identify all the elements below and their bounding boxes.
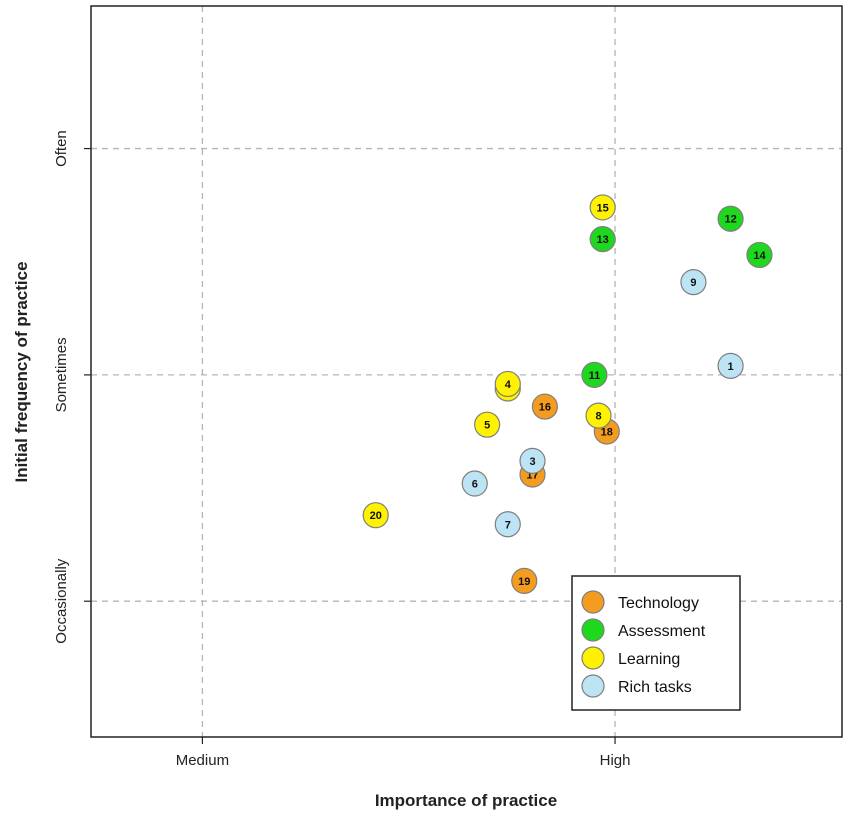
point-label: 14 <box>753 250 766 262</box>
point-marker <box>362 502 389 529</box>
point-label: 12 <box>724 214 736 226</box>
legend-swatch <box>581 674 605 698</box>
point-marker <box>519 447 546 474</box>
y-axis-title: Initial frequency of practice <box>12 261 31 482</box>
data-point: 16 <box>531 393 559 420</box>
x-tick-label: Medium <box>176 752 229 769</box>
y-tick-label: Often <box>53 130 70 167</box>
data-point: 7 <box>494 511 521 538</box>
point-marker <box>589 194 616 221</box>
point-label: 6 <box>472 479 478 491</box>
y-tick-label: Sometimes <box>53 337 70 412</box>
point-marker <box>494 511 521 538</box>
point-label: 7 <box>505 519 511 531</box>
legend: Technology Assessment Learning Rich tasks <box>571 575 741 711</box>
data-point: 20 <box>362 502 389 529</box>
point-label: 13 <box>597 234 609 246</box>
legend-label: Rich tasks <box>618 679 692 696</box>
point-marker <box>746 241 773 269</box>
legend-label: Assessment <box>618 623 706 640</box>
legend-label: Learning <box>618 651 680 668</box>
point-label: 16 <box>539 402 551 414</box>
point-label: 20 <box>370 510 382 522</box>
y-axis: Occasionally Sometimes Often <box>53 130 91 644</box>
point-label: 9 <box>690 277 696 289</box>
point-label: 18 <box>601 426 613 438</box>
legend-swatch <box>581 618 605 642</box>
point-label: 8 <box>595 411 601 423</box>
data-point: 3 <box>519 447 546 474</box>
point-marker <box>531 393 559 420</box>
legend-swatch <box>581 590 605 614</box>
y-tick-label: Occasionally <box>53 558 70 644</box>
point-label: 19 <box>518 576 530 588</box>
legend-label: Technology <box>618 595 699 612</box>
x-axis-title: Importance of practice <box>375 791 557 810</box>
data-point: 12 <box>717 205 744 232</box>
point-label: 5 <box>484 420 490 432</box>
legend-item: Technology <box>581 590 699 614</box>
point-marker <box>511 567 538 594</box>
data-point: 15 <box>589 194 616 221</box>
data-point: 19 <box>511 567 538 594</box>
grid-lines <box>91 6 842 737</box>
data-point: 1 <box>717 352 744 379</box>
point-marker <box>474 411 501 438</box>
point-label: 15 <box>597 202 609 214</box>
data-point: 13 <box>589 226 616 253</box>
point-marker <box>494 370 521 398</box>
plot-frame <box>90 5 843 738</box>
data-point: 14 <box>746 241 773 269</box>
point-label: 4 <box>505 379 512 391</box>
data-point: 8 <box>585 402 612 429</box>
legend-item: Assessment <box>581 618 706 642</box>
series-assessment: 11 12 13 14 <box>581 205 773 388</box>
data-points: 16171819111213142458152013679 <box>362 194 773 594</box>
legend-item: Rich tasks <box>581 674 692 698</box>
x-tick-label: High <box>600 752 631 769</box>
point-label: 3 <box>529 456 535 468</box>
legend-swatch <box>581 646 605 670</box>
legend-item: Learning <box>581 646 680 670</box>
point-label: 1 <box>728 361 734 373</box>
point-marker <box>717 205 744 232</box>
data-point: 11 <box>581 361 608 388</box>
point-label: 11 <box>589 370 601 382</box>
x-axis: Medium High <box>176 737 631 769</box>
data-point: 6 <box>461 470 488 497</box>
point-marker <box>581 361 608 388</box>
point-marker <box>585 402 612 429</box>
series-rich-tasks: 1 3 6 7 9 <box>461 269 744 538</box>
data-point: 4 <box>494 370 521 398</box>
point-marker <box>589 226 616 253</box>
point-marker <box>680 269 707 296</box>
point-marker <box>461 470 488 497</box>
data-point: 9 <box>680 269 707 296</box>
point-marker <box>717 352 744 379</box>
data-point: 5 <box>474 411 501 438</box>
series-learning: 24581520 <box>362 194 616 529</box>
